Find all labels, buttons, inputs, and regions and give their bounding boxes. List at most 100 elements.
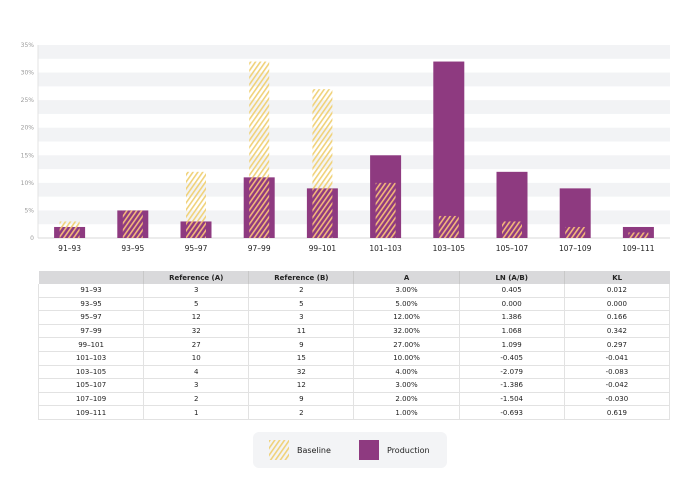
table-cell: 2	[248, 284, 354, 298]
table-cell: 3.00%	[353, 284, 460, 298]
table-cell: 95–97	[37, 310, 144, 325]
x-tick-label: 105–107	[496, 244, 529, 253]
table-cell: -2.079	[458, 365, 565, 380]
y-tick-label: 30%	[21, 70, 35, 77]
table-row: 109–111 1 2 1.00% -0.693 0.619	[37, 405, 671, 420]
table-cell: 101–103	[37, 351, 144, 366]
table-header-cell: Reference (B)	[248, 271, 354, 284]
bar-baseline-overlap	[249, 177, 270, 238]
baseline-swatch-icon	[269, 440, 289, 460]
table-cell: 5	[143, 297, 249, 312]
table-cell: -0.030	[563, 392, 671, 407]
table-cell: 99–101	[37, 337, 144, 352]
kl-divergence-table: Reference (A) Reference (B) A LN (A/B) KL 91…	[37, 271, 671, 420]
bar-baseline-overlap	[312, 188, 333, 238]
x-tick-label: 93–95	[121, 244, 144, 253]
grid-band	[38, 127, 670, 142]
table-cell: -0.693	[458, 405, 565, 420]
table-row: 93–95 5 5 5.00% 0.000 0.000	[37, 297, 671, 312]
table-header-cell: KL	[563, 271, 670, 284]
bar-baseline-overlap	[122, 210, 143, 238]
x-tick-label: 109–111	[622, 244, 655, 253]
table-cell: 10	[143, 351, 249, 366]
table-row: 107–109 2 9 2.00% -1.504 -0.030	[37, 392, 671, 407]
table-header-cell: Reference (A)	[143, 271, 249, 284]
chart-legend: Baseline Production	[253, 432, 447, 468]
table-cell: 2.00%	[353, 392, 460, 407]
y-tick-label: 20%	[21, 125, 35, 132]
table-cell: 0.166	[563, 310, 671, 325]
table-cell: 3	[143, 378, 249, 393]
bar-production	[433, 61, 465, 238]
table-cell: 15	[248, 351, 354, 366]
grid-band	[38, 45, 670, 59]
table-cell: 0.000	[458, 297, 565, 312]
y-tick-label: 0	[30, 235, 34, 242]
table-cell: 5	[248, 297, 354, 312]
table-cell: 105–107	[37, 378, 144, 393]
x-tick-label: 103–105	[433, 244, 466, 253]
table-cell: 27.00%	[353, 337, 460, 352]
legend-label-production: Production	[387, 445, 430, 455]
table-cell: 11	[248, 324, 354, 339]
table-cell: 93–95	[37, 297, 144, 312]
table-cell: 1.386	[458, 310, 565, 325]
bar-baseline-overlap	[59, 226, 80, 238]
x-tick-label: 101–103	[369, 244, 402, 253]
table-cell: 0.619	[563, 405, 671, 420]
table-row: 99–101 27 9 27.00% 1.099 0.297	[37, 337, 671, 352]
table-cell: 12.00%	[353, 310, 460, 325]
table-cell: 1	[143, 405, 249, 420]
table-cell: 1.099	[458, 337, 565, 352]
y-tick-label: 25%	[21, 97, 35, 104]
table-cell: 3.00%	[353, 378, 460, 393]
bar-baseline-overlap	[502, 221, 522, 238]
table-cell: 3	[248, 310, 354, 325]
table-header-cell: A	[353, 271, 460, 284]
table-cell: 97–99	[37, 324, 144, 339]
table-cell: 0.012	[563, 284, 671, 298]
table-cell: 5.00%	[353, 297, 460, 312]
table-cell: 12	[143, 310, 249, 325]
bar-baseline-overlap	[438, 215, 459, 238]
table-row: 97–99 32 11 32.00% 1.068 0.342	[37, 324, 671, 339]
table-cell: 32.00%	[353, 324, 460, 339]
table-cell: 32	[143, 324, 249, 339]
y-tick-label: 5%	[24, 207, 34, 214]
bar-baseline-overlap	[628, 232, 649, 238]
table-header-cell: LN (A/B)	[458, 271, 565, 284]
legend-label-baseline: Baseline	[297, 445, 331, 455]
x-tick-label: 107–109	[559, 244, 592, 253]
y-tick-label: 35%	[21, 42, 35, 49]
y-tick-label: 15%	[21, 152, 35, 159]
grid-band	[38, 155, 670, 170]
table-cell: 9	[248, 337, 354, 352]
table-cell: -0.041	[563, 351, 671, 366]
table-header-cell	[38, 271, 144, 284]
table-cell: 91–93	[37, 284, 144, 298]
table-row: 101–103 10 15 10.00% -0.405 -0.041	[37, 351, 671, 366]
table-cell: 3	[143, 284, 249, 298]
x-tick-label: 97–99	[248, 244, 271, 253]
table-cell: -0.042	[563, 378, 671, 393]
grid-band	[38, 100, 670, 114]
table-cell: 103–105	[37, 365, 144, 380]
bar-baseline-overlap	[565, 226, 586, 238]
legend-item-production: Production	[359, 432, 430, 468]
table-cell: -0.083	[563, 365, 671, 380]
y-tick-label: 10%	[21, 180, 35, 187]
x-tick-label: 91–93	[58, 244, 81, 253]
table-cell: -0.405	[458, 351, 565, 366]
x-tick-label: 95–97	[185, 244, 208, 253]
table-cell: 0.342	[563, 324, 671, 339]
bar-baseline-overlap	[375, 182, 396, 238]
table-cell: 2	[248, 405, 354, 420]
bar-baseline-overlap	[186, 221, 206, 238]
grid-band	[38, 72, 670, 87]
legend-item-baseline: Baseline	[269, 432, 331, 468]
table-cell: 10.00%	[353, 351, 460, 366]
table-cell: 1.068	[458, 324, 565, 339]
table-cell: 0.000	[563, 297, 671, 312]
histogram-chart: 0 5% 10% 15% 20% 25% 30% 35% 91–93 93–95 95–97 97–…	[21, 42, 670, 253]
table-cell: 9	[248, 392, 354, 407]
